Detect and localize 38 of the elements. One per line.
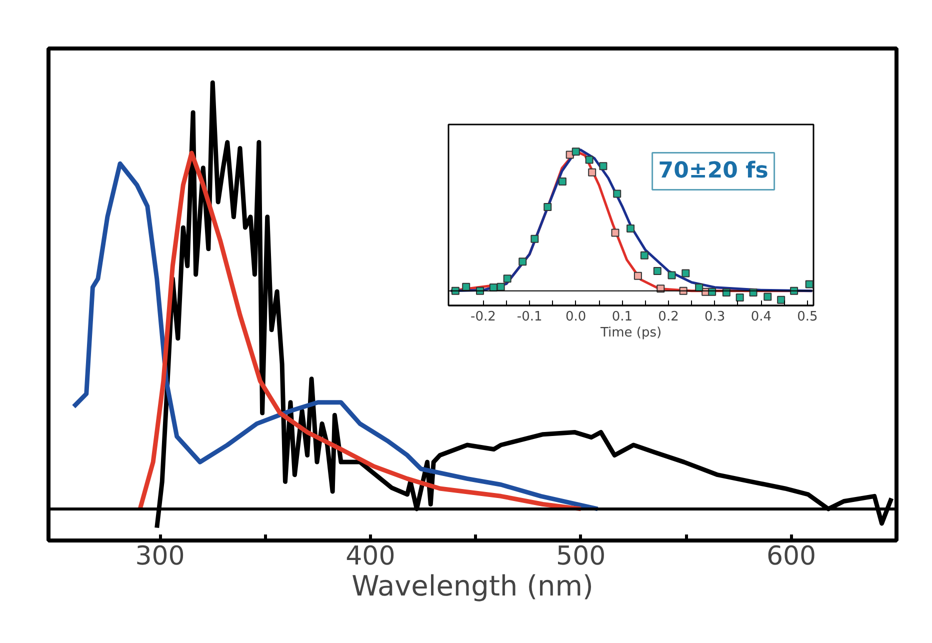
point xyxy=(640,251,648,260)
point xyxy=(777,296,786,304)
point xyxy=(518,258,527,266)
point xyxy=(764,292,772,301)
annotation: 70±20 fs xyxy=(658,158,768,184)
point xyxy=(599,162,608,170)
point xyxy=(585,156,594,164)
x-axis-title: Time (ps) xyxy=(599,326,662,340)
x-tick-label: 0.2 xyxy=(658,310,679,324)
point xyxy=(496,282,505,291)
point xyxy=(634,272,642,280)
x-tick-label: -0.2 xyxy=(470,310,496,324)
x-tick-label: 300 xyxy=(135,542,185,572)
x-tick-label: 400 xyxy=(346,542,396,572)
point xyxy=(558,177,566,186)
point xyxy=(682,269,690,278)
x-tick-label: 600 xyxy=(766,542,816,572)
point xyxy=(736,293,744,302)
point xyxy=(588,168,596,176)
x-tick-label: 0.1 xyxy=(612,310,633,324)
point xyxy=(503,274,512,283)
point xyxy=(668,271,676,280)
x-tick-label: 0.0 xyxy=(566,310,586,324)
point xyxy=(805,280,814,288)
x-tick-label: 0.5 xyxy=(797,310,818,324)
point xyxy=(653,266,662,275)
point xyxy=(626,224,635,233)
x-tick-label: 500 xyxy=(556,542,606,572)
x-tick-label: -0.1 xyxy=(516,310,542,324)
x-axis-title: Wavelength (nm) xyxy=(352,570,594,602)
point xyxy=(611,228,620,237)
x-tick-label: 0.3 xyxy=(704,310,726,324)
point xyxy=(613,190,622,198)
point xyxy=(572,148,580,156)
point xyxy=(530,234,539,243)
point xyxy=(462,282,470,291)
point xyxy=(544,202,552,211)
x-tick-label: 0.4 xyxy=(750,310,772,324)
